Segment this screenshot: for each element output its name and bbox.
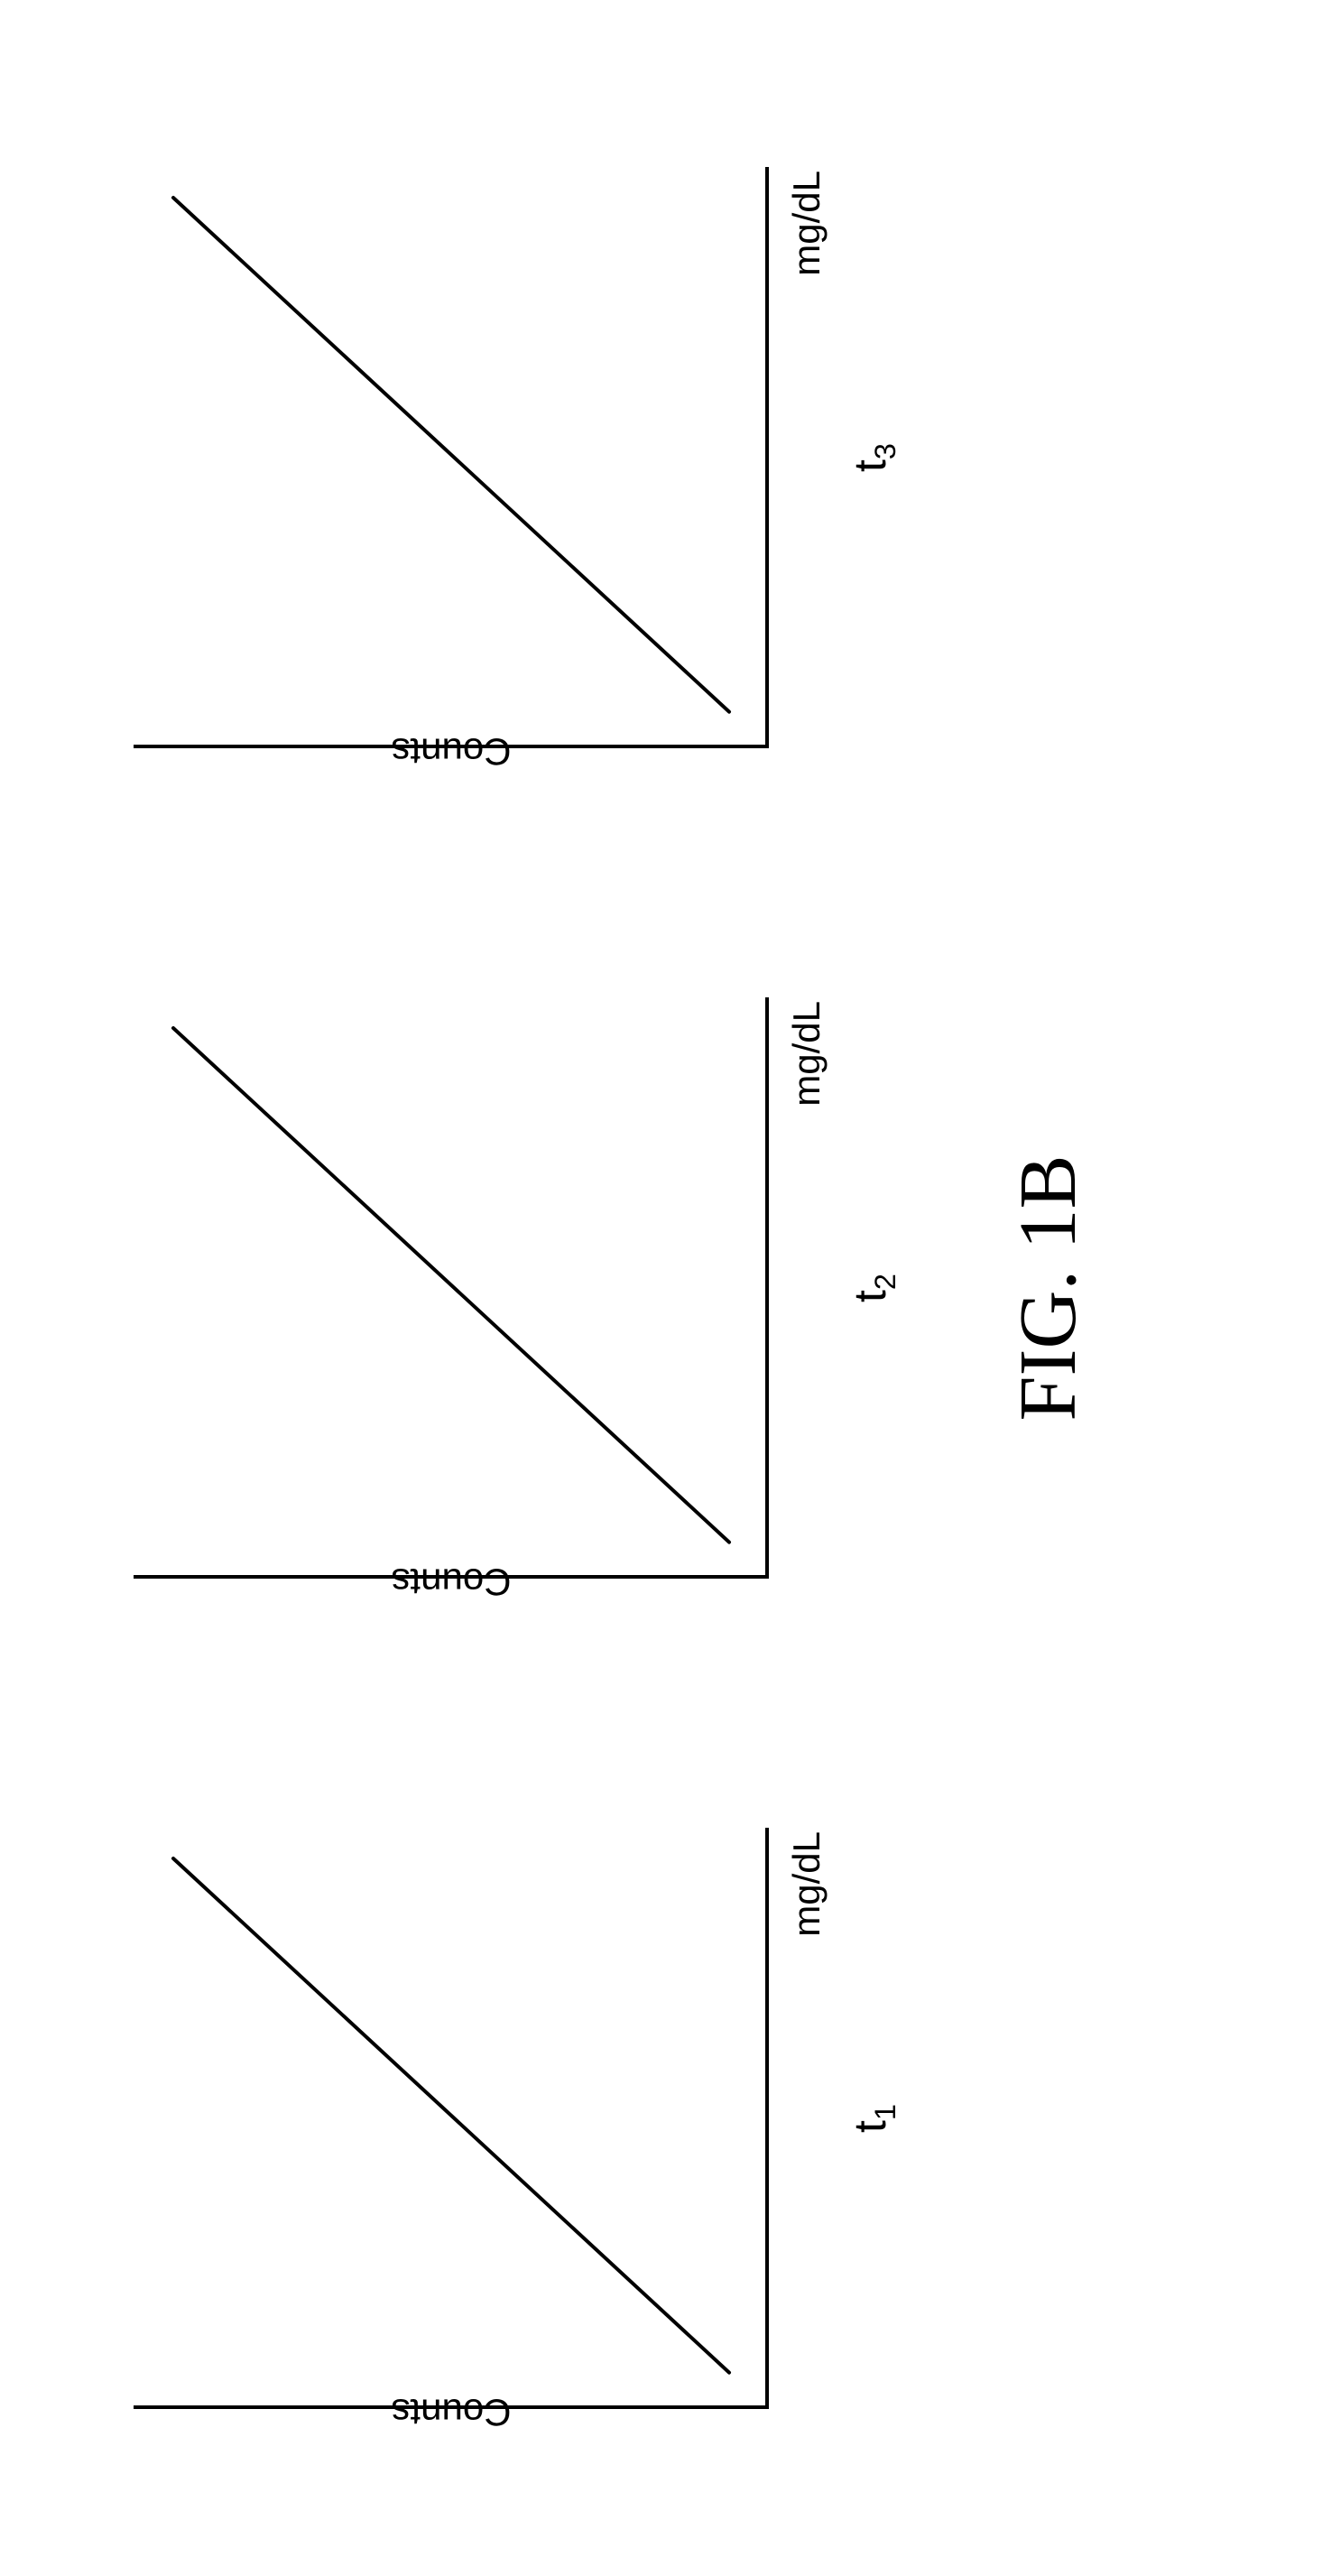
panel-row: Countsmg/dLt1 Countsmg/dLt2 Countsmg/dLt3 — [126, 160, 776, 2416]
chart-panel-p1: Countsmg/dLt1 — [126, 1821, 776, 2416]
chart-panel-p3: Countsmg/dLt3 — [126, 160, 776, 755]
x-axis-label: mg/dL — [785, 171, 828, 276]
page: Countsmg/dLt1Countsmg/dLt2Countsmg/dLt3 … — [0, 0, 1341, 2576]
y-axis-label: Counts — [391, 1560, 511, 1603]
time-label-base: t — [845, 459, 895, 472]
chart-svg — [126, 990, 776, 1586]
time-label-sub: 2 — [869, 1274, 902, 1290]
canvas-wrap: Countsmg/dLt1Countsmg/dLt2Countsmg/dLt3 … — [0, 0, 1341, 2576]
figure-landscape: Countsmg/dLt1Countsmg/dLt2Countsmg/dLt3 … — [0, 0, 1341, 2576]
y-axis-label: Counts — [391, 729, 511, 773]
time-label: t3 — [844, 443, 902, 472]
time-label: t2 — [844, 1274, 902, 1302]
data-line — [173, 198, 729, 712]
chart-svg — [126, 1821, 776, 2416]
figure-caption: FIG. 1B — [1002, 0, 1095, 2576]
time-label-base: t — [845, 2120, 895, 2133]
x-axis-label: mg/dL — [785, 1001, 828, 1107]
time-label-sub: 3 — [869, 443, 902, 459]
data-line — [173, 1858, 729, 2373]
time-label-sub: 1 — [869, 2104, 902, 2120]
data-line — [173, 1028, 729, 1543]
chart-svg — [126, 160, 776, 755]
time-label-base: t — [845, 1290, 895, 1302]
time-label: t1 — [844, 2104, 902, 2133]
x-axis-label: mg/dL — [785, 1831, 828, 1937]
chart-panel-p2: Countsmg/dLt2 — [126, 990, 776, 1586]
y-axis-label: Counts — [391, 2390, 511, 2433]
